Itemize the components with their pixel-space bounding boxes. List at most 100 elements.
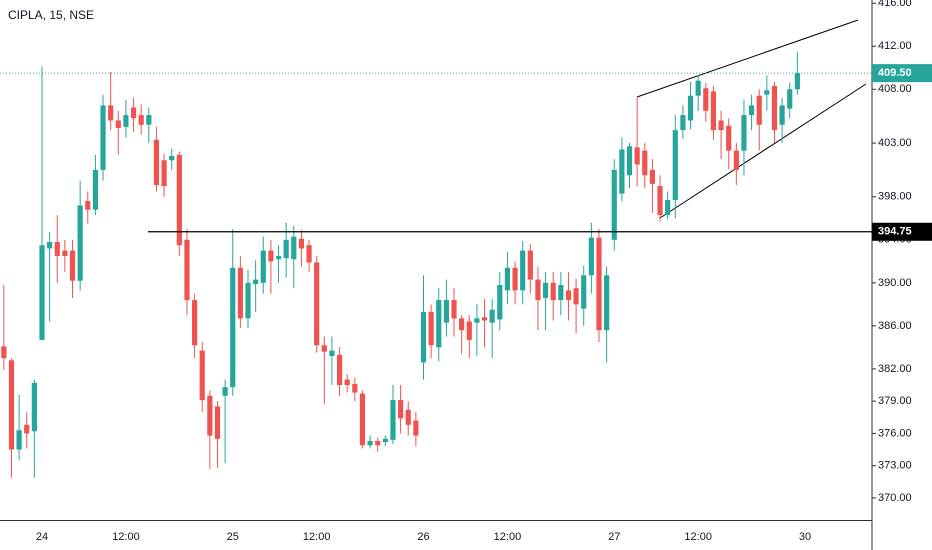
candle-body xyxy=(16,430,22,450)
candle-body xyxy=(130,107,137,119)
candle-body xyxy=(474,318,480,323)
x-tick-label: 12:00 xyxy=(112,531,140,543)
candle-body xyxy=(69,250,76,281)
candle-body xyxy=(787,89,793,109)
candle-body xyxy=(527,250,533,280)
candle-body xyxy=(520,250,526,291)
candle-body xyxy=(588,237,594,276)
candle-body xyxy=(466,321,472,340)
candle-body xyxy=(428,311,434,346)
x-tick-label: 27 xyxy=(608,531,620,543)
candle-body xyxy=(459,318,465,331)
candle-body xyxy=(298,238,305,249)
candle-body xyxy=(176,154,182,246)
candle-body xyxy=(283,239,289,259)
candle-body xyxy=(771,86,778,131)
y-tick-label: 398.00 xyxy=(878,191,912,203)
y-tick-label: 379.00 xyxy=(878,395,912,407)
candle-body xyxy=(581,275,587,309)
candle-body xyxy=(436,300,442,348)
candle-body xyxy=(764,90,770,95)
candle-body xyxy=(604,275,610,331)
candle-body xyxy=(626,146,633,176)
candle-body xyxy=(550,282,556,301)
candle-body xyxy=(756,95,762,125)
candle-body xyxy=(146,115,152,125)
candle-body xyxy=(62,250,68,256)
x-tick-label: 25 xyxy=(227,531,239,543)
candle-body xyxy=(733,150,739,170)
level-label: 394.75 xyxy=(878,226,912,238)
candle-body xyxy=(260,250,266,283)
candle-body xyxy=(115,120,121,128)
candle-body xyxy=(268,250,274,262)
candle-body xyxy=(245,282,251,319)
candle-body xyxy=(672,130,678,201)
level-label-box xyxy=(872,222,932,241)
candle-body xyxy=(779,105,785,125)
chart-title: CIPLA, 15, NSE xyxy=(8,8,94,22)
candle-body xyxy=(169,155,175,161)
candle-body xyxy=(39,245,45,340)
candle-body xyxy=(665,200,671,216)
candle-body xyxy=(481,317,488,321)
y-tick-label: 408.00 xyxy=(878,83,912,95)
candle-body xyxy=(344,379,350,386)
candle-body xyxy=(451,300,457,319)
candle-body xyxy=(161,160,167,187)
candle-body xyxy=(390,400,396,440)
y-tick-label: 403.00 xyxy=(878,137,912,149)
price-label-box xyxy=(872,64,932,83)
candle-body xyxy=(398,400,404,419)
candle-body xyxy=(222,387,228,396)
candle-body xyxy=(695,80,701,96)
candle-body xyxy=(718,120,724,131)
candle-body xyxy=(710,91,717,131)
candle-body xyxy=(8,360,15,450)
x-tick-label: 12:00 xyxy=(303,531,331,543)
y-tick-label: 373.00 xyxy=(878,460,912,472)
x-tick-label: 30 xyxy=(799,531,811,543)
candle-body xyxy=(92,169,99,210)
candle-body xyxy=(306,245,312,263)
candle-body xyxy=(741,115,747,151)
y-tick-label: 416.00 xyxy=(878,0,912,9)
candle-body xyxy=(687,95,694,121)
candle-body xyxy=(657,186,663,216)
candle-body xyxy=(253,279,259,284)
candle-body xyxy=(184,239,190,301)
candle-body xyxy=(497,285,503,320)
candle-body xyxy=(214,406,221,439)
trendline-lower xyxy=(659,83,867,219)
candle-body xyxy=(634,147,640,165)
candle-body xyxy=(108,105,114,121)
candle-body xyxy=(649,169,655,184)
candle-body xyxy=(642,150,648,176)
candle-body xyxy=(352,383,358,393)
candle-body xyxy=(237,267,243,319)
candle-body xyxy=(367,440,373,446)
trendline-upper xyxy=(636,19,859,98)
candle-body xyxy=(321,345,327,352)
candle-body xyxy=(726,125,732,151)
candle-body xyxy=(443,300,449,323)
candle-body xyxy=(794,73,800,90)
candle-body xyxy=(542,282,549,298)
candle-body xyxy=(703,88,709,111)
candle-body xyxy=(85,201,91,210)
candle-body xyxy=(512,267,518,291)
candle-body xyxy=(596,237,602,331)
candle-body xyxy=(336,354,343,386)
x-tick-label: 12:00 xyxy=(684,531,712,543)
candle-body xyxy=(558,285,564,301)
candle-body xyxy=(504,267,511,291)
candle-body xyxy=(573,288,579,305)
candle-body xyxy=(230,267,236,388)
y-tick-label: 376.00 xyxy=(878,427,912,439)
candle-body xyxy=(420,311,427,363)
candle-body xyxy=(123,115,129,127)
candle-body xyxy=(207,395,213,436)
candle-body xyxy=(54,241,60,256)
candle-body xyxy=(565,290,572,301)
